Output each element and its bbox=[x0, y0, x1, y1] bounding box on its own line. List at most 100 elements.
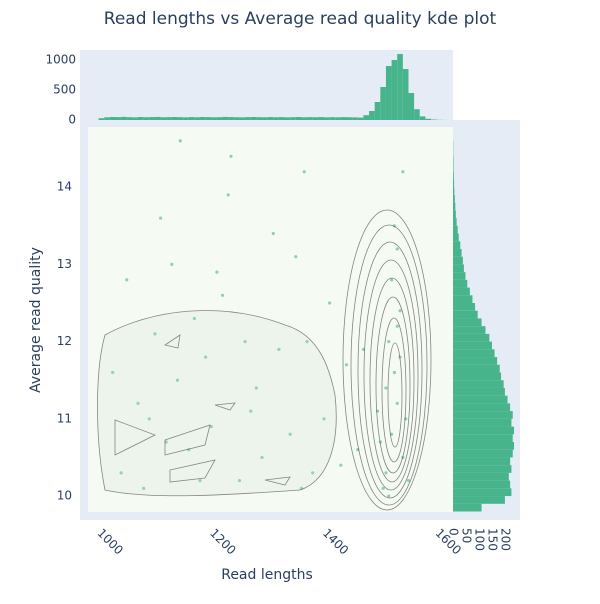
histogram-bar bbox=[453, 264, 464, 272]
point bbox=[328, 301, 331, 304]
histogram-bar bbox=[279, 117, 285, 120]
histogram-bar bbox=[296, 117, 302, 120]
histogram-bar bbox=[358, 118, 364, 120]
histogram-bar bbox=[380, 87, 386, 120]
y-tick-label: 0 bbox=[68, 113, 76, 127]
histogram-bar bbox=[453, 488, 511, 496]
histogram-bar bbox=[307, 117, 313, 120]
histogram-bar bbox=[453, 373, 501, 381]
point bbox=[398, 309, 401, 312]
point bbox=[170, 263, 173, 266]
histogram-bar bbox=[453, 357, 497, 365]
histogram-bar bbox=[453, 496, 505, 504]
histogram-bar bbox=[397, 54, 403, 120]
point bbox=[179, 139, 182, 142]
histogram-bar bbox=[245, 117, 251, 120]
histogram-bar bbox=[251, 117, 257, 120]
histogram-bar bbox=[132, 117, 138, 120]
histogram-bar bbox=[453, 179, 454, 187]
y-tick-label: 1000 bbox=[45, 53, 76, 67]
histogram-bar bbox=[392, 60, 398, 120]
histogram-bar bbox=[453, 226, 458, 234]
histogram-bar bbox=[217, 117, 223, 120]
histogram-bar bbox=[138, 117, 144, 120]
histogram-bar bbox=[453, 303, 475, 311]
histogram-bar bbox=[189, 117, 195, 120]
histogram-bar bbox=[453, 295, 472, 303]
point bbox=[159, 216, 162, 219]
histogram-bar bbox=[453, 365, 500, 373]
y-tick-label: 11 bbox=[57, 411, 72, 425]
histogram-bar bbox=[285, 117, 291, 120]
point bbox=[384, 386, 387, 389]
point bbox=[384, 471, 387, 474]
chart-title: Read lengths vs Average read quality kde… bbox=[104, 9, 497, 29]
histogram-bar bbox=[453, 187, 454, 195]
point bbox=[382, 487, 385, 490]
y-tick-label: 500 bbox=[53, 83, 76, 97]
point bbox=[387, 494, 390, 497]
histogram-bar bbox=[453, 411, 513, 419]
histogram-bar bbox=[268, 117, 274, 120]
y-tick-label: 12 bbox=[57, 334, 72, 348]
histogram-bar bbox=[453, 318, 482, 326]
histogram-bar bbox=[453, 450, 513, 458]
point bbox=[345, 363, 348, 366]
x-axis-label: Read lengths bbox=[221, 567, 313, 583]
histogram-bar bbox=[453, 203, 455, 211]
x-tick-label: 150 bbox=[485, 528, 499, 551]
histogram-bar bbox=[453, 457, 510, 465]
histogram-bar bbox=[386, 66, 392, 120]
histogram-bar bbox=[408, 93, 414, 120]
point bbox=[393, 371, 396, 374]
histogram-bar bbox=[453, 272, 465, 280]
histogram-bar bbox=[161, 117, 167, 120]
histogram-bar bbox=[453, 241, 460, 249]
histogram-bar bbox=[155, 117, 161, 120]
histogram-bar bbox=[313, 117, 319, 120]
histogram-bar bbox=[330, 117, 336, 120]
histogram-bar bbox=[420, 116, 426, 120]
histogram-bar bbox=[352, 117, 358, 120]
point bbox=[229, 155, 232, 158]
point bbox=[396, 325, 399, 328]
histogram-bar bbox=[273, 117, 279, 120]
histogram-bar bbox=[301, 117, 307, 120]
histogram-bar bbox=[453, 504, 482, 512]
histogram-bar bbox=[194, 117, 200, 120]
histogram-bar bbox=[223, 117, 229, 120]
histogram-bar bbox=[121, 117, 127, 120]
histogram-bar bbox=[453, 257, 463, 265]
point bbox=[404, 417, 407, 420]
point bbox=[272, 232, 275, 235]
x-tick-label: 0 bbox=[447, 528, 461, 536]
histogram-bar bbox=[115, 117, 121, 120]
histogram-bar bbox=[453, 288, 470, 296]
histogram-bar bbox=[341, 117, 347, 120]
histogram-bar bbox=[403, 69, 409, 120]
point bbox=[387, 340, 390, 343]
histogram-bar bbox=[324, 117, 330, 120]
histogram-bar bbox=[453, 349, 495, 357]
histogram-bar bbox=[318, 117, 324, 120]
histogram-bar bbox=[453, 280, 467, 288]
histogram-bar bbox=[453, 311, 478, 319]
histogram-bar bbox=[234, 117, 240, 120]
histogram-bar bbox=[453, 342, 492, 350]
histogram-bar bbox=[110, 117, 116, 120]
histogram-bar bbox=[363, 115, 369, 120]
histogram-bar bbox=[453, 210, 456, 218]
histogram-bar bbox=[166, 117, 172, 120]
histogram-bar bbox=[453, 434, 513, 442]
histogram-bar bbox=[290, 117, 296, 120]
histogram-bar bbox=[453, 195, 455, 203]
histogram-bar bbox=[453, 218, 457, 226]
x-tick-label: 100 bbox=[472, 528, 486, 551]
x-tick-label: 50 bbox=[459, 528, 473, 543]
histogram-bar bbox=[453, 234, 459, 242]
histogram-bar bbox=[239, 117, 245, 120]
histogram-bar bbox=[453, 442, 514, 450]
histogram-bar bbox=[177, 117, 183, 120]
histogram-bar bbox=[256, 117, 262, 120]
